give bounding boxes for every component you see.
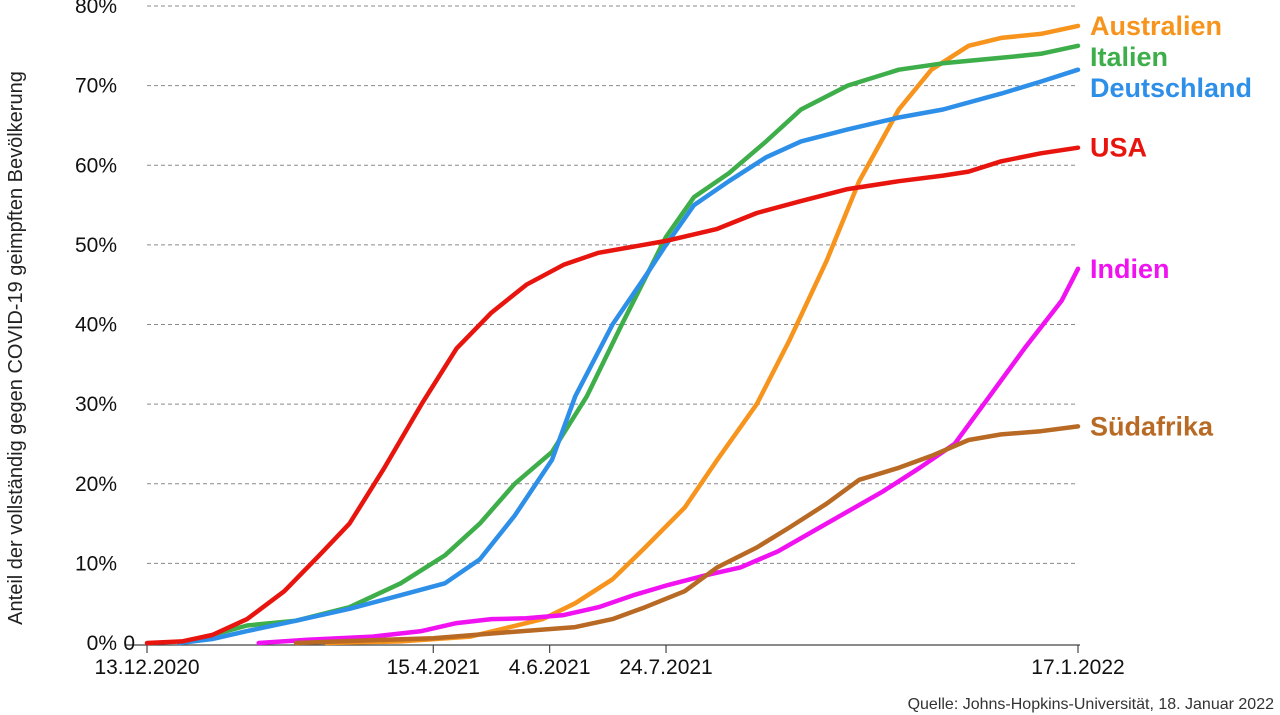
x-tick-label: 4.6.2021	[509, 656, 591, 679]
y-tick-label: 50%	[75, 234, 117, 257]
series-label: Südafrika	[1090, 411, 1214, 441]
y-tick-label: 10%	[75, 552, 117, 575]
y-tick-label: 40%	[75, 314, 117, 337]
axes	[126, 644, 1080, 653]
x-tick-label: 17.1.2022	[1031, 656, 1124, 679]
y-tick-label: 80%	[75, 0, 117, 18]
series-lines	[144, 23, 1081, 646]
series-label: Deutschland	[1090, 73, 1252, 103]
y-tick-label: 70%	[75, 75, 117, 98]
x-tick-label: 15.4.2021	[387, 656, 480, 679]
y-tick-label: 20%	[75, 473, 117, 496]
series-line	[293, 424, 1081, 646]
x-tick-label: 24.7.2021	[619, 656, 712, 679]
x-tick-label: 13.12.2020	[94, 656, 199, 679]
series-label: Indien	[1090, 254, 1170, 284]
y-tick-label: 30%	[75, 393, 117, 416]
series-label: Australien	[1090, 11, 1222, 41]
y-axis-title: Anteil der vollständig gegen COVID-19 ge…	[5, 71, 27, 625]
labels: 0% 10% 20% 30% 40% 50% 60% 70% 80% 013.12.2020 15.…	[75, 0, 1252, 679]
source-note: Quelle: Johns-Hopkins-Universität, 18. J…	[908, 696, 1275, 713]
series-line	[177, 43, 1081, 646]
series-line	[177, 67, 1081, 646]
y-tick-label: 0%	[87, 632, 117, 655]
series-line	[323, 23, 1081, 646]
series-label: Italien	[1090, 42, 1168, 72]
grid-lines	[147, 5, 1078, 564]
series-line	[144, 145, 1081, 646]
y-tick-label: 60%	[75, 154, 117, 177]
series-label: USA	[1090, 133, 1147, 163]
x-origin-label: 0	[123, 632, 135, 655]
